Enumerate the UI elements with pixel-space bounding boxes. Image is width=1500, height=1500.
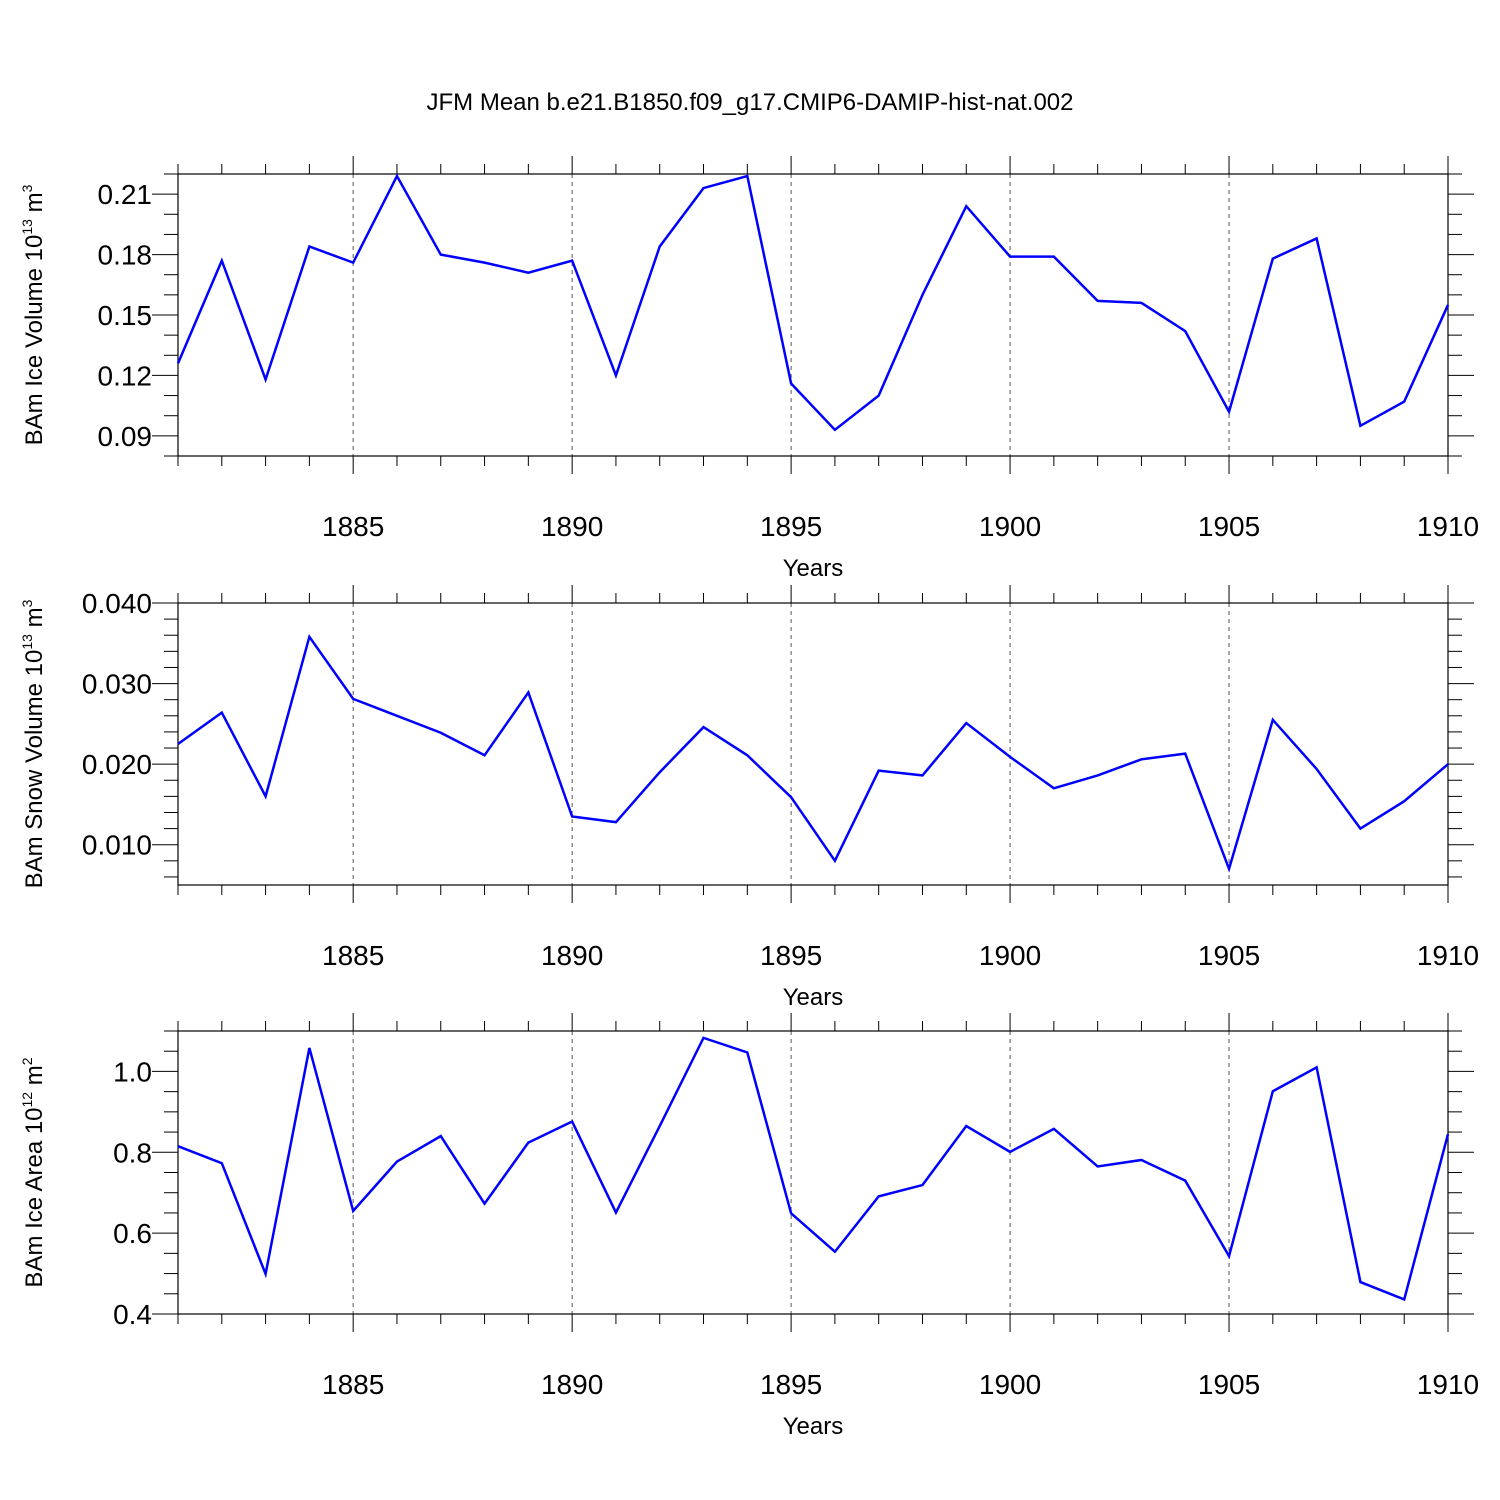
p1-xtick-label: 1900: [979, 511, 1041, 542]
p2-xtick-label: 1900: [979, 940, 1041, 971]
p2-ytick-label: 0.020: [82, 749, 152, 780]
p1-xtick-label: 1895: [760, 511, 822, 542]
p3-ytick-label: 1.0: [113, 1056, 152, 1087]
p2-ytick-label: 0.010: [82, 830, 152, 861]
p1-xtick-label: 1890: [541, 511, 603, 542]
p1-ytick-label: 0.18: [98, 240, 153, 271]
p1-ytick-label: 0.21: [98, 179, 153, 210]
chart-panels: 0.09 0.12 0.15 0.18 0.21 1885 1890 1895 1900 1905…: [19, 156, 1479, 1440]
p3-xtick-label: 1895: [760, 1369, 822, 1400]
p3-ytick-label: 0.6: [113, 1218, 152, 1249]
p3-plot-frame: [177, 1030, 1449, 1315]
panel-3: 0.4 0.6 0.8 1.0 1885 1890 1895 1900 1905 1910 Year…: [19, 1013, 1479, 1440]
p3-xtick-label: 1905: [1198, 1369, 1260, 1400]
p2-xtick-label: 1905: [1198, 940, 1260, 971]
p3-x-axis-title: Years: [783, 1413, 844, 1440]
p3-series-line-1: [177, 1036, 1450, 1302]
p2-ytick-label: 0.030: [82, 669, 152, 700]
p1-ytick-label: 0.15: [98, 300, 153, 331]
p1-series-line-1: [176, 173, 1450, 432]
p2-xtick-label: 1890: [541, 940, 603, 971]
p2-xtick-label: 1910: [1417, 940, 1479, 971]
p2-xtick-label: 1885: [322, 940, 384, 971]
p1-y-axis-title: BAm Ice Volume 1013 m3: [19, 184, 48, 445]
panel-2: 0.010 0.020 0.030 0.040 1885 1890 1895 1900 1905…: [19, 585, 1479, 1011]
p1-xtick-label: 1905: [1198, 511, 1260, 542]
p2-ytick-label: 0.040: [82, 588, 152, 619]
p1-ytick-label: 0.12: [98, 360, 153, 391]
p1-xtick-label: 1910: [1417, 511, 1479, 542]
p3-xtick-label: 1890: [541, 1369, 603, 1400]
p2-xtick-label: 1895: [760, 940, 822, 971]
p3-xtick-label: 1885: [322, 1369, 384, 1400]
p2-x-axis-title: Years: [783, 984, 844, 1011]
p1-x-axis-title: Years: [783, 555, 844, 582]
p1-xtick-label: 1885: [322, 511, 384, 542]
p3-ytick-label: 0.4: [113, 1299, 152, 1330]
p3-y-axis-title: BAm Ice Area 1012 m2: [19, 1057, 48, 1287]
chart-title: JFM Mean b.e21.B1850.f09_g17.CMIP6-DAMIP…: [427, 89, 1074, 116]
p2-y-axis-title: BAm Snow Volume 1013 m3: [19, 599, 48, 888]
p3-xtick-label: 1910: [1417, 1369, 1479, 1400]
p1-ytick-label: 0.09: [98, 421, 153, 452]
p3-ytick-label: 0.8: [113, 1137, 152, 1168]
p2-series-line-1: [177, 633, 1449, 873]
p2-plot-frame: [177, 602, 1449, 886]
panel-1: 0.09 0.12 0.15 0.18 0.21 1885 1890 1895 1900 1905…: [19, 156, 1479, 582]
p3-xtick-label: 1900: [979, 1369, 1041, 1400]
